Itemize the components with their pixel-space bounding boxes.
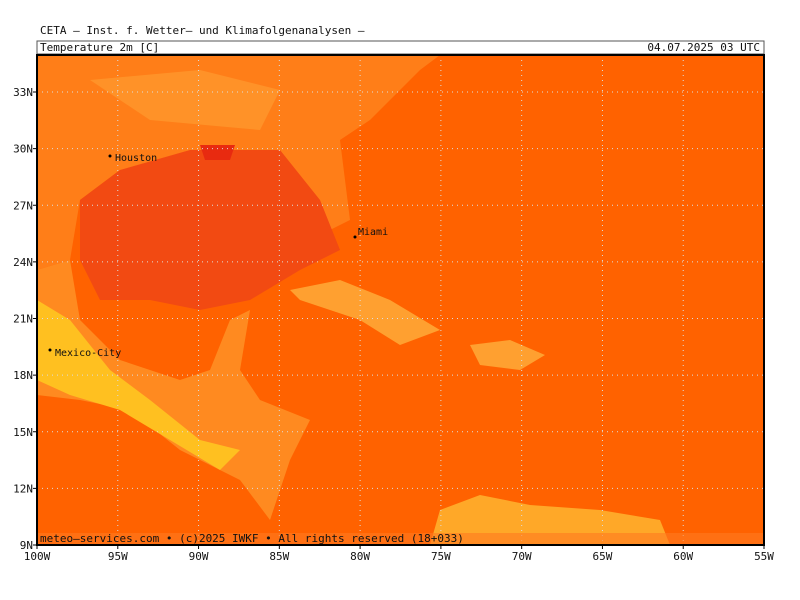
lat-label: 12N (13, 482, 33, 495)
lat-label: 21N (13, 313, 33, 326)
variable: Temperature 2m [C] (40, 41, 159, 54)
lon-label: 55W (754, 550, 774, 563)
lat-label: 15N (13, 426, 33, 439)
lat-label: 27N (13, 199, 33, 212)
map-field (37, 55, 764, 545)
lon-label: 65W (593, 550, 613, 563)
datetime: 04.07.2025 03 UTC (647, 41, 760, 54)
hispaniola (470, 340, 545, 370)
places: Houston Miami Mexico-City (48, 153, 388, 359)
lon-label: 85W (269, 550, 289, 563)
land-south (430, 495, 670, 545)
gulf (80, 150, 340, 310)
lat-label: 33N (13, 86, 33, 99)
place-label: Houston (115, 153, 157, 164)
graticule (37, 55, 764, 545)
footer-bar (37, 533, 764, 545)
place-dot (353, 235, 357, 239)
footer: meteo—services.com • (c)2025 IWKF • All … (40, 532, 464, 545)
lon-label: 90W (189, 550, 209, 563)
land-warm (90, 70, 280, 130)
lon-label: 60W (673, 550, 693, 563)
place-dot (108, 154, 112, 158)
lon-label: 100W (24, 550, 51, 563)
highlands (37, 300, 240, 470)
title: CETA — Inst. f. Wetter— und Klimafolgena… (40, 24, 365, 37)
place-dot (48, 348, 52, 352)
cuba (290, 280, 440, 345)
land-central (37, 260, 310, 520)
lon-label: 80W (350, 550, 370, 563)
hot-spot (200, 145, 235, 160)
lon-label: 70W (512, 550, 532, 563)
place-label: Mexico-City (55, 348, 121, 359)
lon-label: 95W (108, 550, 128, 563)
lat-label: 18N (13, 369, 33, 382)
lat-label: 9N (20, 539, 33, 552)
lat-label: 30N (13, 143, 33, 156)
lon-label: 75W (431, 550, 451, 563)
map-frame (36, 54, 765, 546)
lat-label: 24N (13, 256, 33, 269)
place-label: Miami (358, 227, 388, 238)
